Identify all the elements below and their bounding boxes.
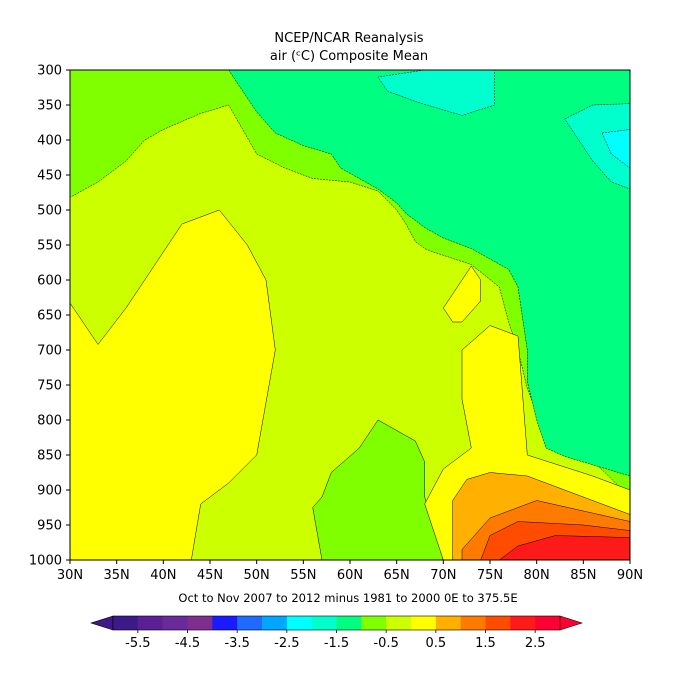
x-tick-label: 50N (244, 568, 270, 583)
y-tick-label: 850 (37, 449, 62, 464)
colorbar-swatch (237, 616, 263, 630)
colorbar-tick-label: 0.5 (425, 636, 446, 651)
x-axis: 30N 35N 40N 45N 50N 55N 60N 65N 70N 75N 80N 85N 90N (57, 560, 643, 583)
colorbar-tick-label: -3.5 (224, 636, 249, 651)
x-tick-label: 40N (150, 568, 176, 583)
contour-region-11 (498, 535, 630, 560)
colorbar-swatch (262, 616, 288, 630)
y-tick-label: 600 (37, 274, 62, 289)
colorbar-tick-label: -0.5 (373, 636, 398, 651)
y-tick-label: 350 (37, 99, 62, 114)
x-tick-label: 75N (477, 568, 503, 583)
colorbar-swatch (137, 616, 163, 630)
colorbar-swatch (361, 616, 387, 630)
colorbar-swatch (435, 616, 461, 630)
colorbar-tick-label: 2.5 (525, 636, 546, 651)
x-tick-label: 85N (570, 568, 596, 583)
colorbar-swatch (113, 616, 139, 630)
y-axis: 300 350 400 450 500 550 600 650 700 750 800 850 900 9… (29, 64, 70, 569)
y-tick-label: 550 (37, 239, 62, 254)
colorbar-swatch (386, 616, 412, 630)
contour-region-inner-yellow (442, 265, 481, 323)
y-tick-label: 750 (37, 379, 62, 394)
colorbar-swatch (212, 616, 238, 630)
colorbar-tick-label: -2.5 (274, 636, 299, 651)
y-tick-label: 1000 (29, 554, 62, 569)
x-tick-label: 80N (524, 568, 550, 583)
contour-region-inner-green (312, 419, 444, 560)
y-tick-label: 300 (37, 64, 62, 79)
colorbar-extend-high (559, 615, 583, 631)
y-tick-label: 450 (37, 169, 62, 184)
x-tick-label: 90N (617, 568, 643, 583)
x-tick-label: 45N (197, 568, 223, 583)
x-tick-label: 70N (430, 568, 456, 583)
x-tick-label: 65N (384, 568, 410, 583)
x-axis-caption: Oct to Nov 2007 to 2012 minus 1981 to 20… (178, 591, 517, 605)
x-tick-label: 55N (290, 568, 316, 583)
colorbar-swatch (336, 616, 362, 630)
colorbar-swatch (485, 616, 511, 630)
contour-region-3 (377, 70, 495, 116)
colorbar-tick-label: 1.5 (475, 636, 496, 651)
colorbar-swatch (311, 616, 337, 630)
plot-area (69, 69, 631, 561)
x-tick-label: 30N (57, 568, 83, 583)
y-tick-label: 900 (37, 484, 62, 499)
x-tick-label: 35N (104, 568, 130, 583)
y-tick-label: 700 (37, 344, 62, 359)
contour-region-5 (601, 129, 630, 169)
colorbar-swatch (411, 616, 437, 630)
colorbar: -5.5 -4.5 -3.5 -2.5 -1.5 -0.5 0.5 1.5 2.5 (90, 615, 583, 651)
colorbar-swatch (162, 616, 188, 630)
contour-region-2 (70, 70, 630, 477)
x-tick-label: 60N (337, 568, 363, 583)
contour-region-6 (70, 209, 276, 560)
colorbar-tick-label: -5.5 (125, 636, 150, 651)
y-tick-label: 800 (37, 414, 62, 429)
y-tick-label: 400 (37, 134, 62, 149)
colorbar-swatch (286, 616, 312, 630)
y-tick-label: 500 (37, 204, 62, 219)
y-tick-label: 950 (37, 519, 62, 534)
colorbar-swatch (187, 616, 213, 630)
chart-title: NCEP/NCAR Reanalysis (274, 31, 423, 46)
colorbar-tick-label: -1.5 (324, 636, 349, 651)
chart-subtitle: air (ᶜC) Composite Mean (270, 49, 428, 64)
colorbar-extend-low (90, 615, 114, 631)
colorbar-swatch (460, 616, 486, 630)
colorbar-swatch (510, 616, 536, 630)
contour-region-4 (564, 103, 630, 190)
colorbar-tick-label: -4.5 (175, 636, 200, 651)
y-tick-label: 650 (37, 309, 62, 324)
colorbar-swatch (535, 616, 561, 630)
